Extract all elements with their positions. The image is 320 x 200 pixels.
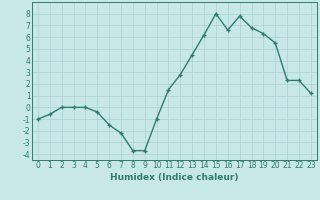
X-axis label: Humidex (Indice chaleur): Humidex (Indice chaleur) [110,173,239,182]
